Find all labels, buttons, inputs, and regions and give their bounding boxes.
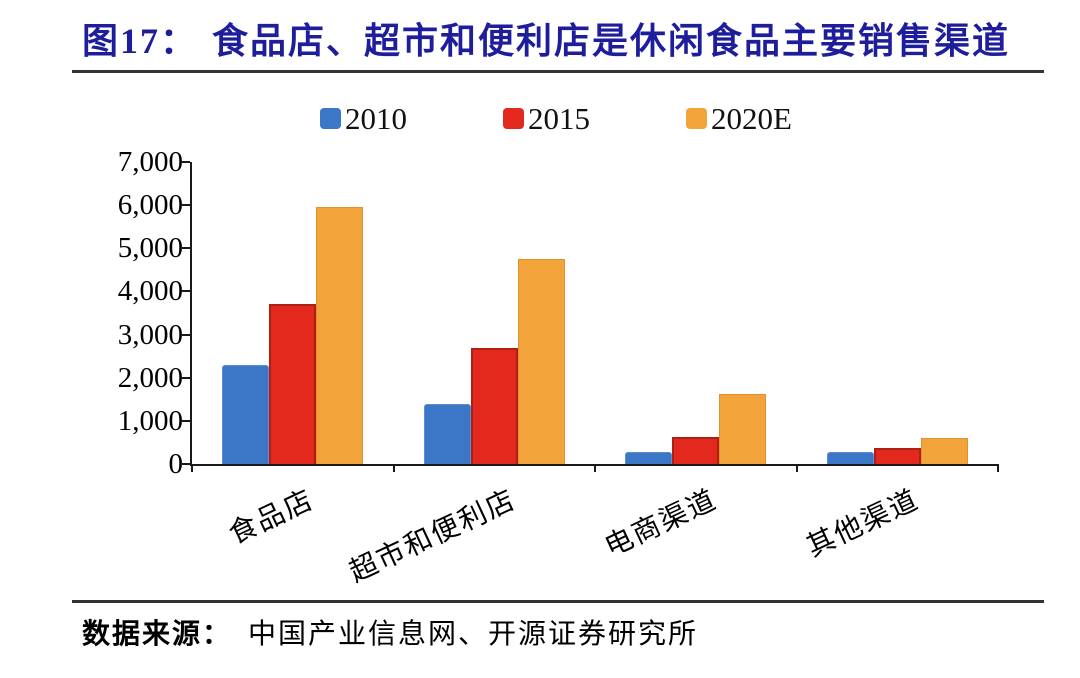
y-axis-tick-label: 2,000 xyxy=(117,361,183,394)
x-axis-tick-mark xyxy=(392,464,395,472)
source-divider-line xyxy=(72,600,1044,603)
x-axis-category-labels: 食品店 超市和便利店 电商渠道 其他渠道 xyxy=(190,478,997,588)
category-label-slot: 其他渠道 xyxy=(795,478,997,578)
y-axis-tick-label: 1,000 xyxy=(117,404,183,437)
y-axis-tick-mark xyxy=(182,333,190,336)
legend-item-2010: 2010 xyxy=(320,103,407,134)
bar-chart-plot-area xyxy=(182,161,999,472)
y-axis-tick-mark xyxy=(182,161,190,163)
data-source-note: 数据来源： 中国产业信息网、开源证券研究所 xyxy=(82,612,698,652)
category-label-食品店: 食品店 xyxy=(224,484,320,551)
y-axis-tick-mark xyxy=(182,247,190,250)
bar-2010-其他渠道 xyxy=(826,452,874,464)
bar-2010-电商渠道 xyxy=(625,452,673,464)
y-axis-tick-label: 4,000 xyxy=(117,275,183,308)
bar-2015-超市和便利店 xyxy=(470,348,518,464)
data-source-label: 数据来源： xyxy=(82,619,233,650)
bar-2010-超市和便利店 xyxy=(423,404,471,464)
bar-group-3 xyxy=(595,162,797,464)
bar-2020E-电商渠道 xyxy=(719,394,767,464)
bar-group-2 xyxy=(394,162,596,464)
legend-swatch-2010 xyxy=(320,108,342,129)
y-axis-tick-label: 6,000 xyxy=(117,189,183,222)
y-axis-labels: 7,000 6,000 5,000 4,000 3,000 2,000 1,000 0 xyxy=(40,147,183,479)
bar-2020E-其他渠道 xyxy=(920,438,968,464)
bar-group-1 xyxy=(192,162,394,464)
legend-label-2015: 2015 xyxy=(528,101,591,136)
title-divider-line xyxy=(72,70,1044,73)
legend-label-2020e: 2020E xyxy=(711,101,792,136)
bar-group-4 xyxy=(797,162,999,464)
chart-legend: 2010 2015 2020E xyxy=(16,103,1080,134)
bar-2010-食品店 xyxy=(222,365,270,464)
legend-swatch-2015 xyxy=(503,108,525,129)
x-axis-tick-mark xyxy=(997,464,999,472)
x-axis-tick-mark xyxy=(594,464,596,472)
legend-item-2015: 2015 xyxy=(503,103,590,134)
bar-2015-其他渠道 xyxy=(873,448,921,464)
y-axis-tick-mark xyxy=(182,463,190,465)
figure-title: 图17： 食品店、超市和便利店是休闲食品主要销售渠道 xyxy=(82,12,1062,64)
legend-item-2020e: 2020E xyxy=(686,103,792,134)
legend-label-2010: 2010 xyxy=(345,101,408,136)
category-label-slot: 电商渠道 xyxy=(593,478,795,578)
figure-title-text: 食品店、超市和便利店是休闲食品主要销售渠道 xyxy=(212,21,1011,61)
bar-2020E-超市和便利店 xyxy=(517,259,565,464)
y-axis-tick-mark xyxy=(182,290,190,293)
legend-swatch-2020e xyxy=(686,108,708,129)
x-axis-tick-mark xyxy=(191,464,193,472)
category-label-电商渠道: 电商渠道 xyxy=(600,484,723,564)
bar-2015-食品店 xyxy=(269,304,317,464)
data-source-text: 中国产业信息网、开源证券研究所 xyxy=(248,619,699,650)
bar-2015-电商渠道 xyxy=(672,437,720,464)
y-axis-tick-mark xyxy=(182,419,190,422)
x-axis-tick-mark xyxy=(795,464,798,472)
y-axis-tick-mark xyxy=(182,204,190,207)
bar-2020E-食品店 xyxy=(316,207,364,464)
category-label-slot: 超市和便利店 xyxy=(345,478,594,588)
y-axis-tick-label: 0 xyxy=(168,448,184,480)
category-label-其他渠道: 其他渠道 xyxy=(802,484,925,564)
y-axis-tick-label: 3,000 xyxy=(117,318,183,351)
y-axis-tick-mark xyxy=(182,376,190,379)
figure-number: 图17： xyxy=(82,21,199,61)
y-axis-tick-label: 5,000 xyxy=(117,232,183,265)
y-axis-tick-label: 7,000 xyxy=(117,146,183,178)
